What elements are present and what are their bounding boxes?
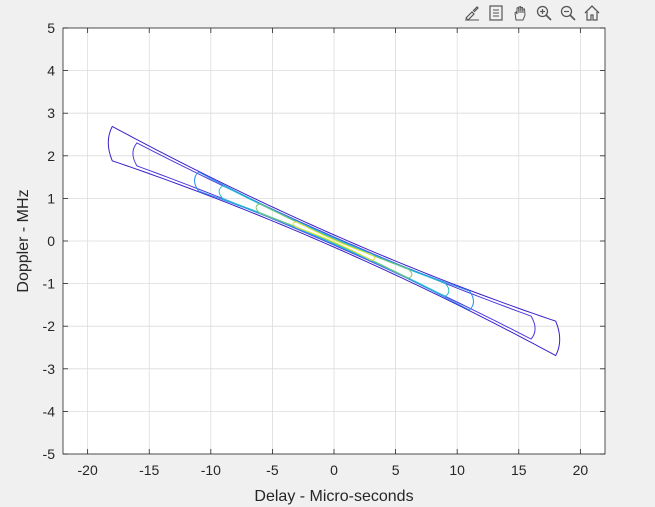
zoom-in-icon[interactable] <box>533 2 555 24</box>
pan-hand-icon[interactable] <box>509 2 531 24</box>
x-tick-label: 10 <box>449 462 465 478</box>
x-tick-label: -5 <box>266 462 279 478</box>
y-tick-label: -5 <box>43 446 56 462</box>
y-tick-label: 2 <box>47 148 55 164</box>
y-axis-label: Doppler - MHz <box>15 189 32 292</box>
y-tick-label: 4 <box>47 63 55 79</box>
y-tick-label: -2 <box>43 318 56 334</box>
home-icon[interactable] <box>581 2 603 24</box>
brush-icon[interactable] <box>461 2 483 24</box>
y-tick-label: 5 <box>47 20 55 36</box>
contour-lines <box>107 125 561 357</box>
y-tick-label: 3 <box>47 105 55 121</box>
y-tick-label: 1 <box>47 190 55 206</box>
x-tick-label: -20 <box>78 462 98 478</box>
x-tick-label: 0 <box>330 462 338 478</box>
y-tick-label: -3 <box>43 361 56 377</box>
x-tick-label: 5 <box>392 462 400 478</box>
contour-level-3 <box>194 171 474 311</box>
x-axis-label: Delay - Micro-seconds <box>254 488 413 505</box>
x-tick-label: 20 <box>573 462 589 478</box>
figure-toolbar <box>461 2 603 24</box>
contour-level-1 <box>107 125 561 357</box>
tick-marks <box>63 27 605 455</box>
x-tick-label: 15 <box>511 462 527 478</box>
x-tick-label: -15 <box>139 462 159 478</box>
contour-level-6 <box>292 221 376 261</box>
y-tick-label: -4 <box>43 403 56 419</box>
data-tips-icon[interactable] <box>485 2 507 24</box>
y-tick-label: 0 <box>47 233 55 249</box>
x-tick-label: -10 <box>201 462 221 478</box>
y-tick-label: -1 <box>43 276 56 292</box>
zoom-out-icon[interactable] <box>557 2 579 24</box>
